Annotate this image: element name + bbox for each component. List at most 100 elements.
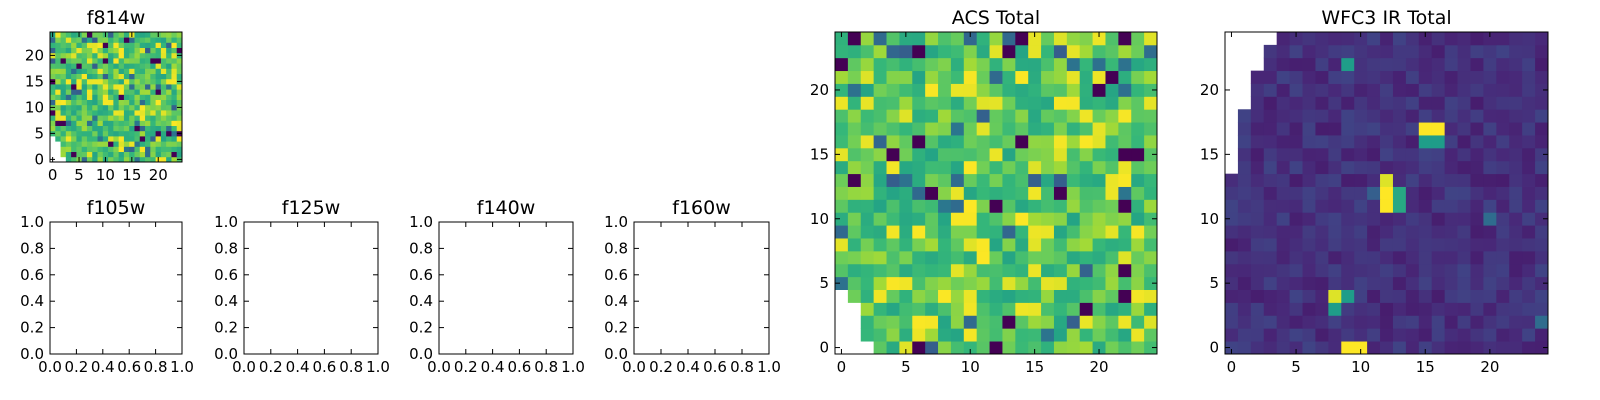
heatmap-cell [860, 328, 875, 342]
heatmap-cell [886, 32, 900, 46]
heatmap-cell [925, 289, 939, 303]
heatmap-cell [134, 78, 141, 85]
heatmap-cell [1367, 328, 1381, 342]
heatmap-cell [150, 47, 156, 54]
heatmap-cell [976, 289, 990, 303]
y-tick-label: 0.4 [20, 292, 44, 310]
heatmap-cell [873, 173, 887, 187]
heatmap-cell [145, 68, 151, 74]
heatmap-cell [1015, 57, 1029, 72]
heatmap-cell [1250, 109, 1265, 123]
heatmap-cell [145, 141, 151, 147]
heatmap-cell [65, 84, 72, 90]
heatmap-cell [139, 141, 146, 147]
heatmap-cell [1289, 83, 1303, 97]
heatmap-cell [886, 109, 900, 123]
heatmap-cell [1354, 263, 1368, 278]
heatmap-cell [76, 141, 83, 147]
heatmap-cell [60, 99, 67, 106]
heatmap-cell [1418, 160, 1433, 175]
heatmap-cell [97, 84, 104, 90]
heatmap-cell [873, 70, 887, 84]
heatmap-cell [1380, 32, 1394, 46]
heatmap-cell [1053, 160, 1068, 175]
heatmap-cell [1367, 263, 1381, 278]
heatmap-cell [1263, 135, 1278, 149]
heatmap-cell [925, 109, 939, 123]
heatmap-cell [76, 115, 83, 121]
heatmap-cell [108, 37, 114, 43]
heatmap-cell [1066, 96, 1081, 110]
heatmap-cell [1483, 199, 1497, 213]
heatmap-cell [145, 32, 151, 38]
y-tick-label: 1.0 [409, 213, 433, 231]
heatmap-cell [92, 125, 98, 132]
heatmap-cell [873, 109, 887, 123]
heatmap-cell [1483, 302, 1497, 316]
heatmap-cell [1263, 328, 1278, 342]
heatmap-cell [150, 115, 156, 121]
heatmap-cell [1002, 160, 1016, 175]
heatmap-cell [1405, 186, 1420, 200]
heatmap-cell [989, 32, 1003, 46]
heatmap-cell [97, 130, 104, 137]
heatmap-cell [938, 70, 952, 84]
heatmap-cell [1131, 315, 1145, 329]
heatmap-cell [102, 42, 109, 48]
heatmap-cell [55, 52, 61, 59]
heatmap-cell [150, 125, 156, 132]
heatmap-cell [97, 52, 104, 59]
heatmap-cell [963, 263, 978, 278]
heatmap-cell [145, 99, 151, 106]
heatmap-cell [1144, 341, 1158, 355]
heatmap-cell [1444, 32, 1458, 46]
heatmap-cell [71, 89, 77, 95]
heatmap-cell [925, 238, 939, 252]
heatmap-cell [1444, 109, 1458, 123]
heatmap-cell [925, 32, 939, 46]
heatmap-cell [1444, 135, 1458, 149]
heatmap-cell [108, 104, 114, 111]
heatmap-cell [1041, 212, 1055, 226]
heatmap-cell [873, 328, 887, 342]
heatmap-cell [1302, 263, 1316, 278]
heatmap-cell [835, 160, 849, 175]
heatmap-cell [1131, 225, 1145, 239]
heatmap-cell [1105, 212, 1119, 226]
heatmap-cell [1509, 186, 1523, 200]
y-tick-label: 0.2 [604, 319, 628, 337]
heatmap-cell [97, 110, 104, 116]
heatmap-cell [1053, 186, 1068, 200]
heatmap-cell [1041, 276, 1055, 290]
heatmap-cell [1457, 109, 1471, 123]
heatmap-cell [155, 68, 162, 74]
heatmap-cell [102, 104, 109, 111]
heatmap-cell [1470, 83, 1484, 97]
heatmap-cell [860, 250, 875, 265]
heatmap-cell [92, 52, 98, 59]
heatmap-cell [1392, 96, 1407, 110]
heatmap-cell [102, 136, 109, 142]
heatmap-cell [1328, 70, 1342, 84]
heatmap-cell [1053, 96, 1068, 110]
heatmap-cell [1002, 225, 1016, 239]
heatmap-cell [1079, 276, 1093, 290]
heatmap-cell [1002, 186, 1016, 200]
heatmap-cell [1066, 70, 1081, 84]
heatmap-cell [1131, 302, 1145, 316]
heatmap-cell [912, 238, 926, 252]
heatmap-cell [108, 99, 114, 106]
heatmap-cell [1079, 57, 1093, 72]
heatmap-cell [176, 136, 183, 142]
heatmap-cell [1105, 186, 1119, 200]
heatmap-cell [1380, 135, 1394, 149]
heatmap-cell [60, 37, 67, 43]
heatmap-cell [113, 151, 120, 158]
heatmap-cell [835, 32, 849, 46]
heatmap-cell [976, 315, 990, 329]
heatmap-cell [55, 136, 61, 142]
x-tick-label: 0.2 [64, 358, 88, 376]
heatmap-cell [113, 99, 120, 106]
y-tick-label: 15 [810, 145, 829, 163]
heatmap-cell [860, 276, 875, 290]
